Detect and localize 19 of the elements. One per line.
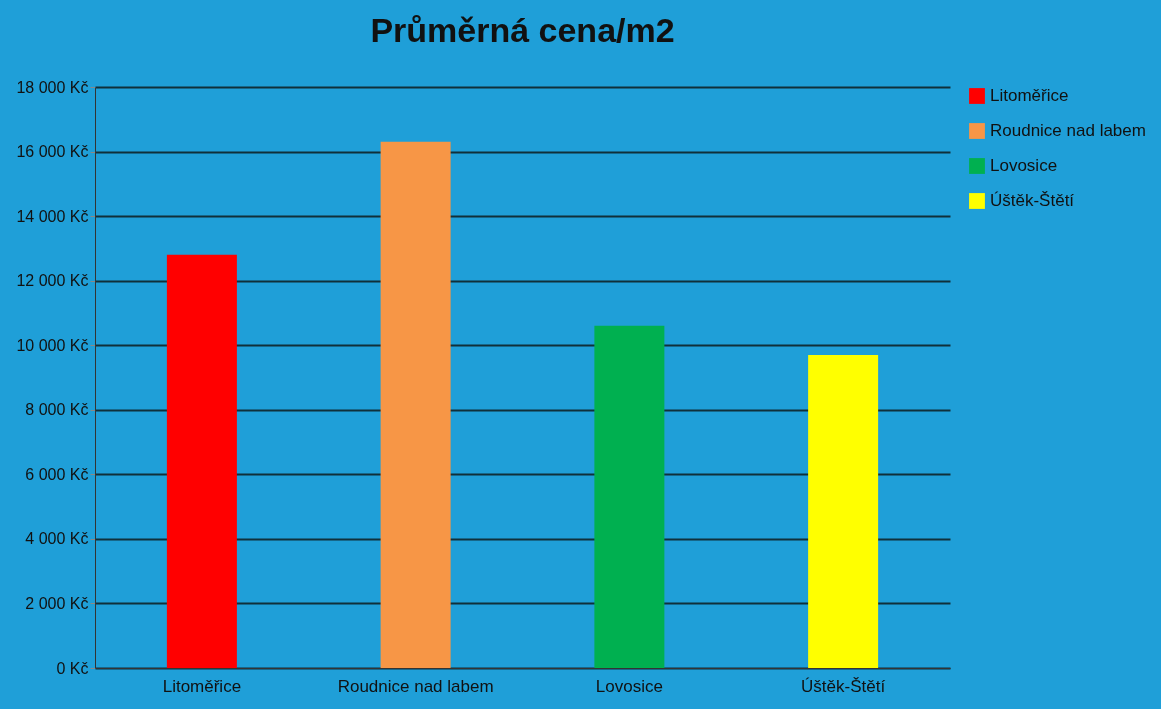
chart-title: Průměrná cena/m2 <box>370 11 675 49</box>
y-tick-label: 0 Kč <box>56 659 89 677</box>
y-tick-label: 8 000 Kč <box>25 401 89 419</box>
x-tick-label: Úštěk-Štětí <box>801 676 886 696</box>
legend-label: Úštěk-Štětí <box>990 191 1075 210</box>
x-tick-label: Lovosice <box>595 676 663 696</box>
y-tick-label: 12 000 Kč <box>16 272 89 290</box>
y-tick-label: 4 000 Kč <box>25 530 89 548</box>
legend-label: Litoměřice <box>990 86 1069 105</box>
y-tick-label: 16 000 Kč <box>16 143 89 161</box>
y-tick-label: 10 000 Kč <box>16 336 89 354</box>
legend-label: Roudnice nad labem <box>990 121 1146 140</box>
x-tick-label: Roudnice nad labem <box>337 676 494 696</box>
y-tick-label: 6 000 Kč <box>25 465 89 483</box>
y-tick-label: 2 000 Kč <box>25 594 89 612</box>
y-tick-label: 18 000 Kč <box>16 78 89 96</box>
legend-label: Lovosice <box>990 156 1058 175</box>
x-tick-label: Litoměřice <box>162 676 242 696</box>
y-tick-label: 14 000 Kč <box>16 207 89 225</box>
